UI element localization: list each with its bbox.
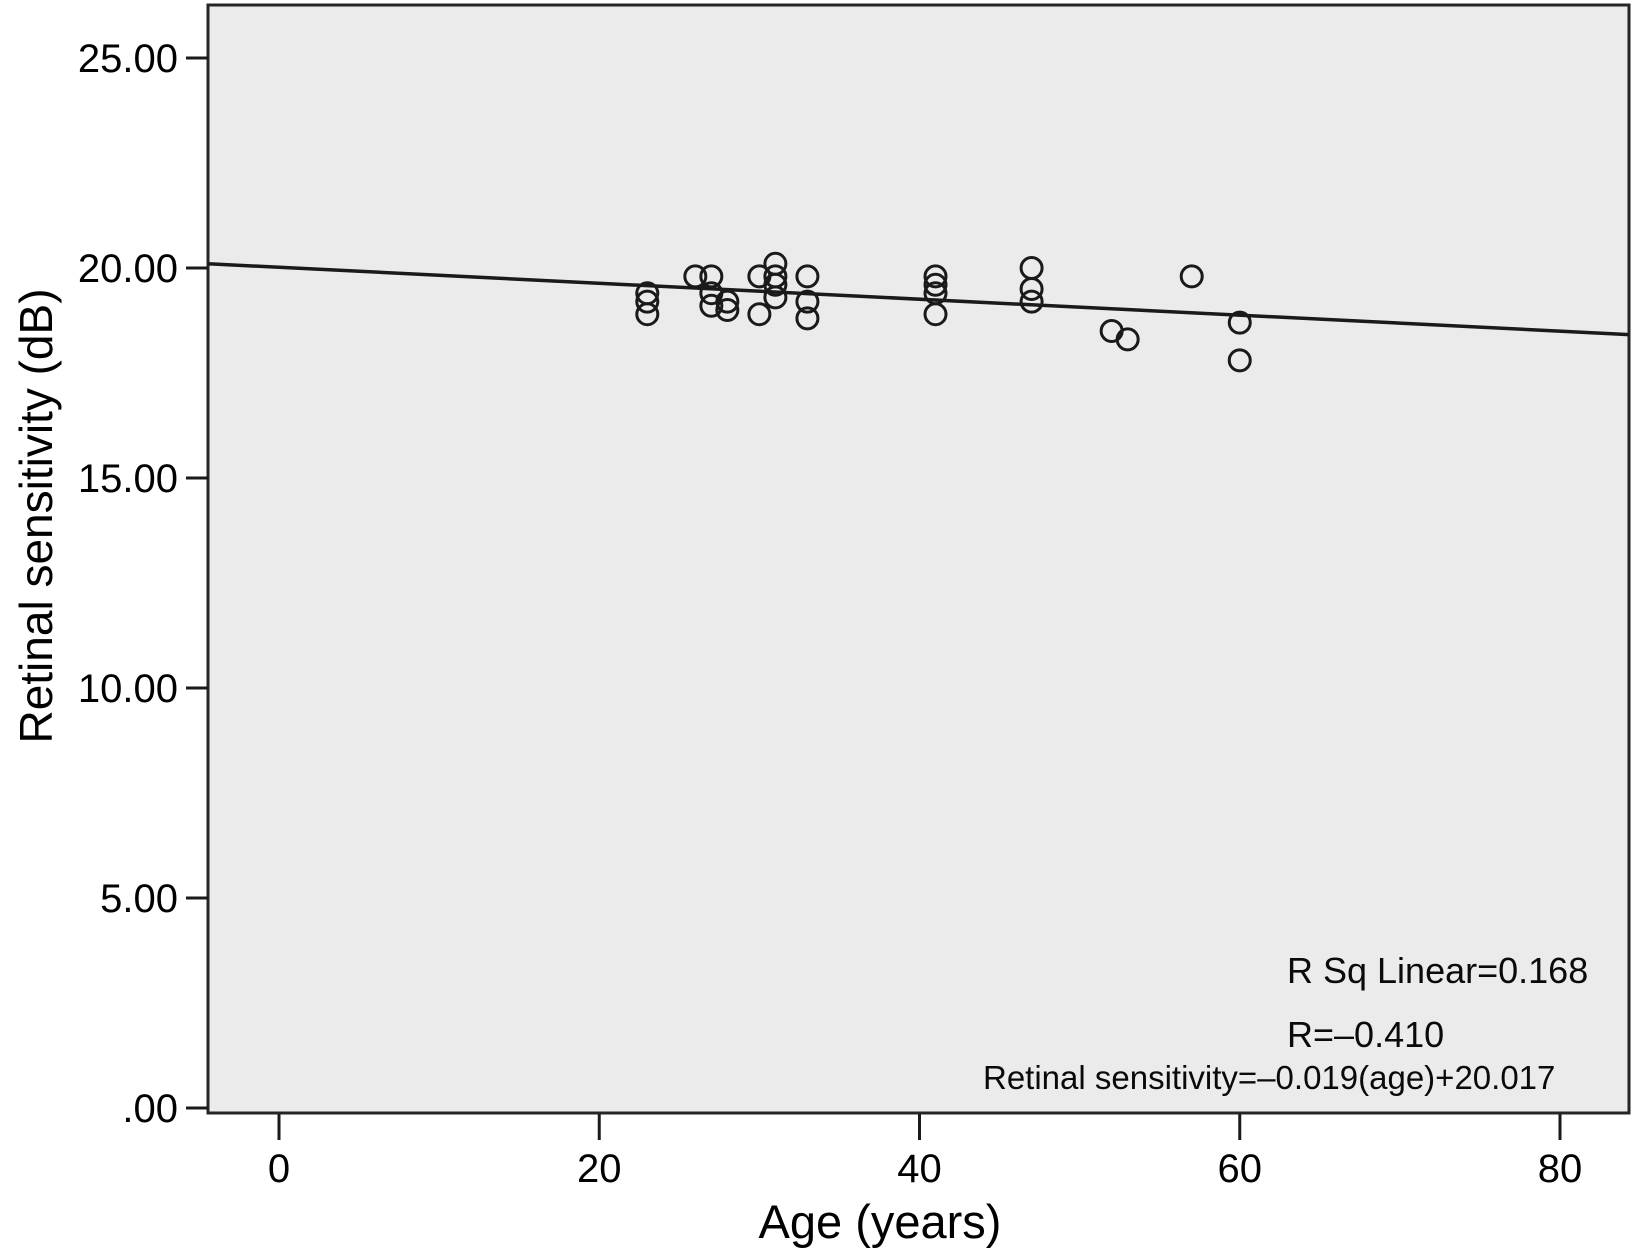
data-point — [1227, 310, 1252, 335]
data-point — [747, 302, 772, 327]
y-axis-tick-label: .00 — [122, 1087, 178, 1131]
data-point — [923, 302, 948, 327]
data-point — [635, 302, 660, 327]
r-squared-annotation: R Sq Linear=0.168 — [1287, 950, 1589, 991]
y-axis-tick-label: 5.00 — [100, 877, 178, 921]
x-axis-tick-label: 20 — [577, 1147, 622, 1191]
data-point — [795, 306, 820, 331]
data-point — [763, 272, 788, 297]
y-axis-tick-label: 15.00 — [78, 457, 178, 501]
data-point — [699, 293, 724, 318]
data-point — [635, 289, 660, 314]
data-point — [715, 289, 740, 314]
y-axis-title: Retinal sensitivity (dB) — [10, 288, 62, 744]
y-axis-tick-label: 25.00 — [78, 37, 178, 81]
data-point — [683, 264, 708, 289]
data-point — [1115, 327, 1140, 352]
x-axis-tick-label: 40 — [897, 1147, 942, 1191]
y-axis-tick-label: 20.00 — [78, 247, 178, 291]
data-point — [763, 285, 788, 310]
x-axis-tick-label: 80 — [1538, 1147, 1583, 1191]
data-point — [1019, 289, 1044, 314]
data-point — [923, 264, 948, 289]
data-point — [795, 264, 820, 289]
regression-equation-annotation: Retinal sensitivity=–0.019(age)+20.017 — [983, 1059, 1556, 1096]
r-value-annotation: R=–0.410 — [1287, 1014, 1445, 1055]
plot-area — [206, 3, 1631, 1115]
regression-line — [207, 261, 1630, 337]
x-axis-tick-label: 0 — [268, 1147, 290, 1191]
x-axis-tick-label: 60 — [1218, 1147, 1263, 1191]
data-point — [1179, 264, 1204, 289]
data-point — [715, 298, 740, 322]
data-point — [1227, 348, 1252, 373]
x-axis-title: Age (years) — [758, 1195, 1002, 1248]
data-point — [699, 264, 724, 289]
y-axis-tick-label: 10.00 — [78, 667, 178, 711]
data-point — [923, 272, 948, 297]
data-point — [1019, 277, 1044, 301]
data-point — [795, 289, 820, 314]
